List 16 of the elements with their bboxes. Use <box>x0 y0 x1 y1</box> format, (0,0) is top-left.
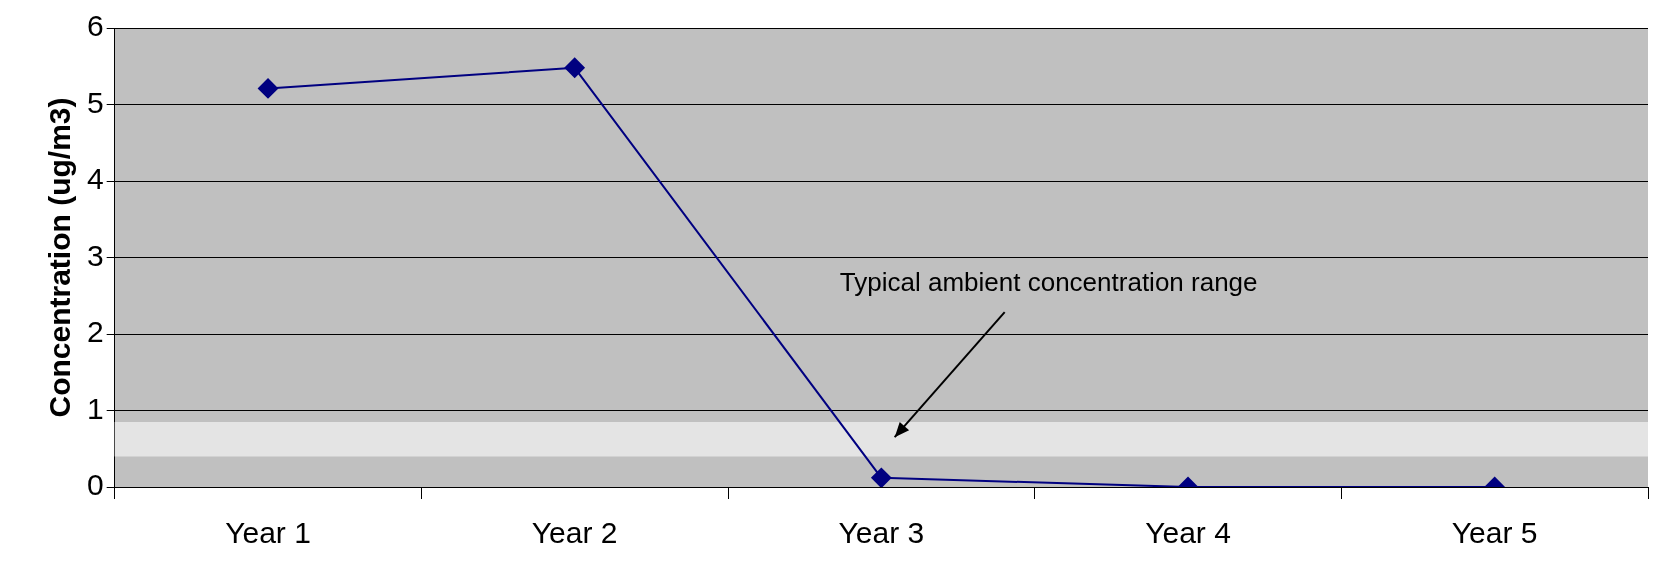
y-tick-label: 6 <box>87 9 104 43</box>
x-tick-label: Year 5 <box>1451 516 1538 550</box>
y-tick-label: 4 <box>87 162 104 196</box>
y-axis-title: Concentration (ug/m3) <box>43 97 77 418</box>
point <box>564 57 585 78</box>
x-tick-label: Year 2 <box>531 516 618 550</box>
x-tick-label: Year 4 <box>1145 516 1231 550</box>
y-tick-label: 0 <box>87 468 104 502</box>
y-tick-label: 5 <box>87 85 104 119</box>
y-tick-label: 2 <box>87 315 104 349</box>
band-label: Typical ambient concentration range <box>839 267 1258 298</box>
point <box>258 78 279 99</box>
x-tick-label: Year 3 <box>838 516 925 550</box>
y-tick-label: 3 <box>87 238 104 272</box>
x-tick-label: Year 1 <box>225 516 311 550</box>
y-tick-label: 1 <box>87 391 104 425</box>
